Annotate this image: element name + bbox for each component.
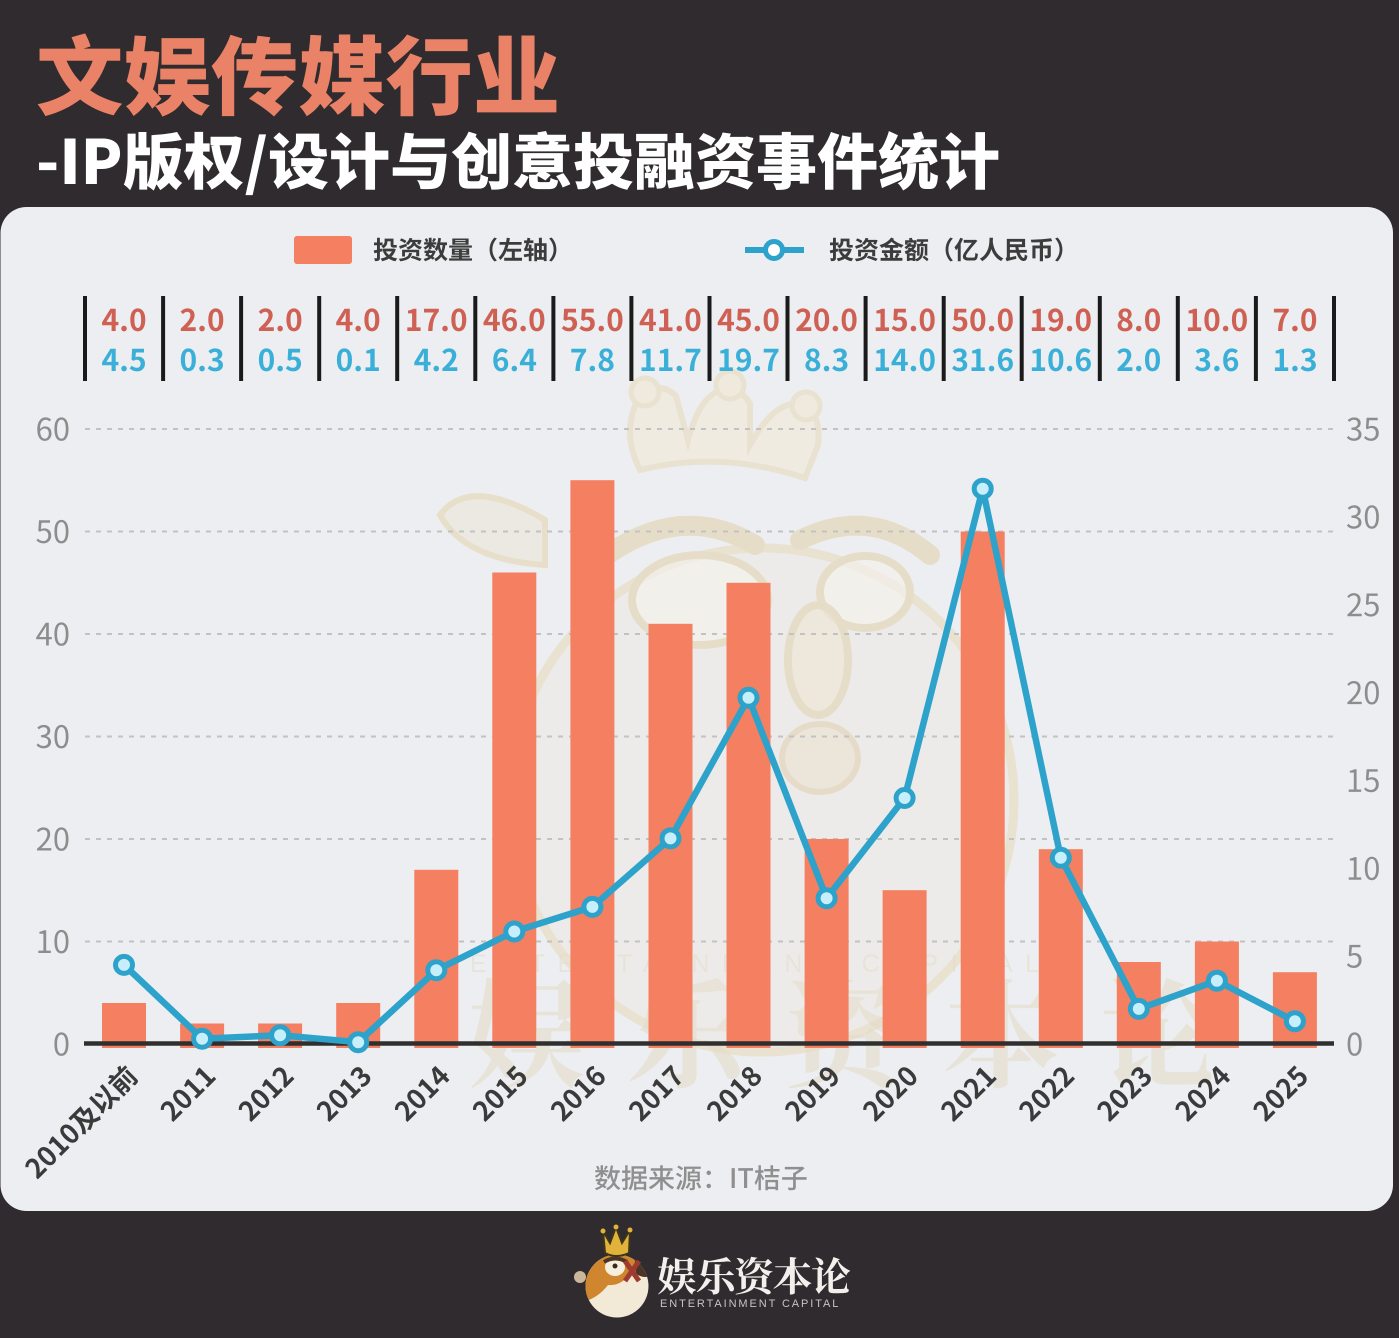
svg-text:ENTERTAINMENT CAPITAL: ENTERTAINMENT CAPITAL bbox=[660, 1298, 840, 1310]
